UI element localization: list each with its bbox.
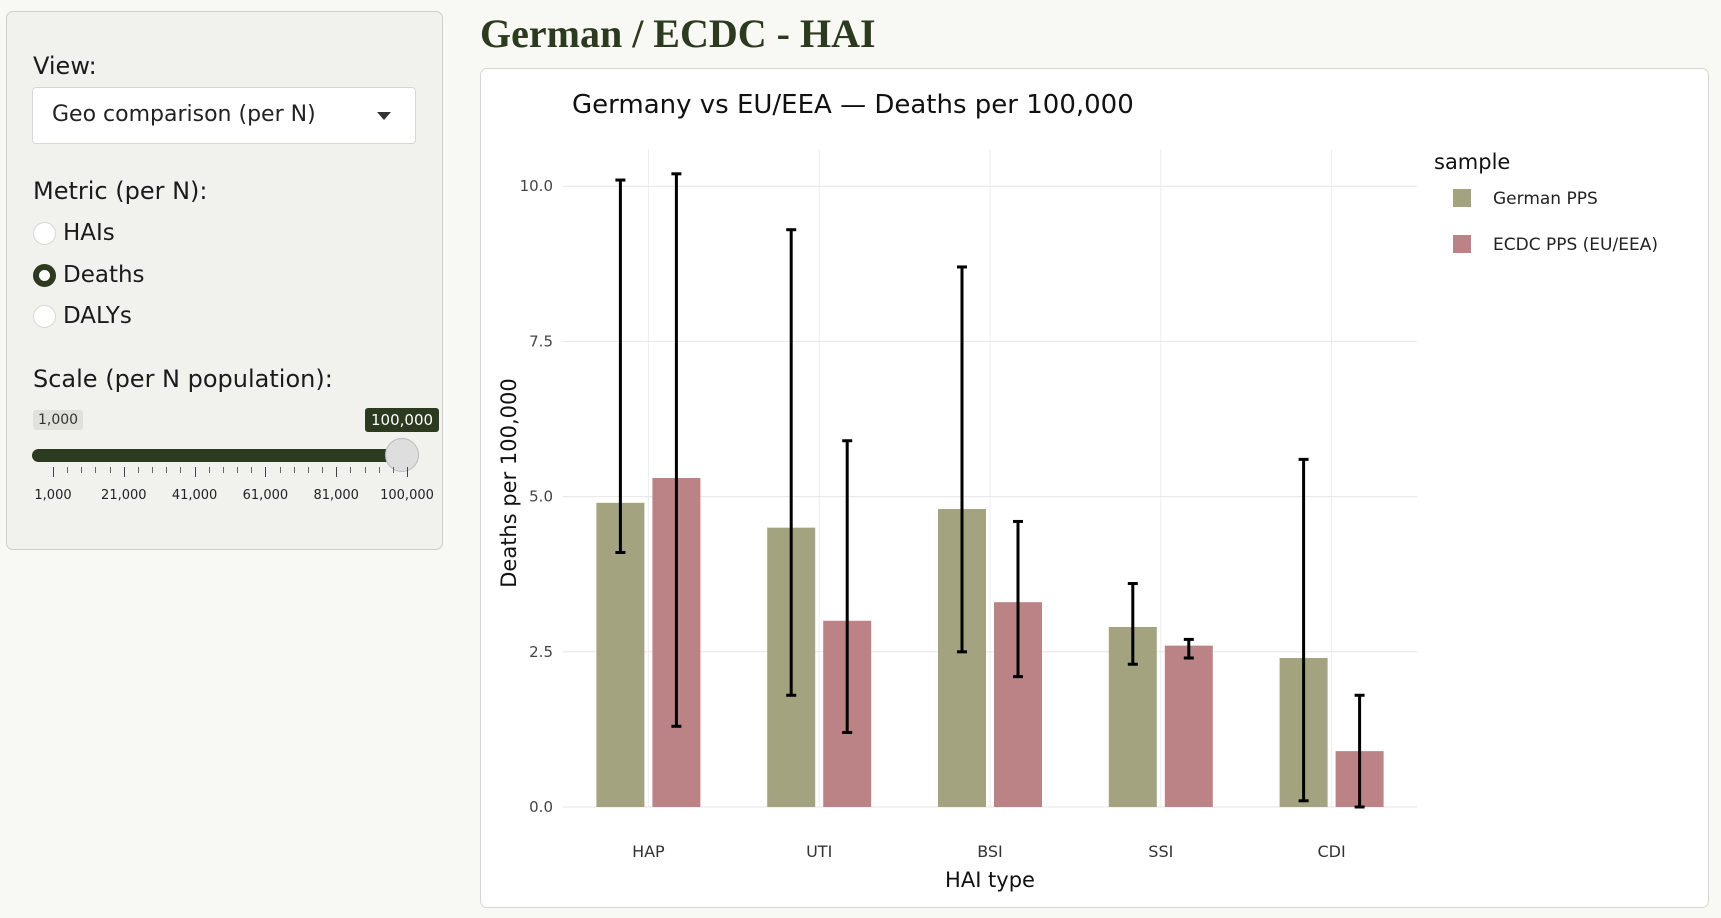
y-tick-label: 5.0 <box>529 488 553 506</box>
radio-label: DALYs <box>63 303 132 329</box>
slider-tick-minor <box>378 467 380 473</box>
legend-swatch <box>1453 235 1471 253</box>
view-select-value: Geo comparison (per N) <box>52 102 316 127</box>
x-tick-label: HAP <box>632 842 665 861</box>
slider-tick-minor <box>279 467 281 473</box>
legend-swatch <box>1453 189 1471 207</box>
view-select[interactable]: Geo comparison (per N) <box>32 87 416 144</box>
slider-min-label: 1,000 <box>33 410 84 430</box>
slider-tick-minor <box>364 467 366 473</box>
bar <box>1164 645 1213 807</box>
sidebar-panel: View: Geo comparison (per N) Metric (per… <box>6 11 443 550</box>
slider-value-label: 100,000 <box>365 408 440 432</box>
x-tick-label: UTI <box>806 842 832 861</box>
scale-slider-handle[interactable] <box>385 438 419 472</box>
slider-tick-label: 21,000 <box>101 488 147 503</box>
slider-tick-major <box>407 467 408 477</box>
view-label: View: <box>33 52 97 80</box>
slider-tick-label: 1,000 <box>34 488 72 503</box>
slider-tick-minor <box>67 467 69 473</box>
slider-tick-label: 100,000 <box>380 488 434 503</box>
x-tick-label: SSI <box>1148 842 1173 861</box>
slider-tick-major <box>336 467 338 477</box>
bar-chart: 0.0 2.5 5.0 7.5 10.0 HAP UTI BSI SSI CDI HAI type D… <box>497 90 1658 892</box>
y-axis-title: Deaths per 100,000 <box>497 378 521 588</box>
scale-slider-track[interactable] <box>32 449 407 462</box>
chart-title: Germany vs EU/EEA — Deaths per 100,000 <box>572 90 1134 120</box>
radio-button[interactable] <box>33 305 56 328</box>
radio-button[interactable] <box>33 222 56 245</box>
legend-label: ECDC PPS (EU/EEA) <box>1493 235 1658 255</box>
slider-tick-label: 61,000 <box>242 488 289 503</box>
slider-tick-minor <box>237 467 239 473</box>
slider-tick-major <box>194 467 196 477</box>
slider-tick-minor <box>180 467 182 473</box>
slider-tick-minor <box>293 467 295 473</box>
y-tick-label: 7.5 <box>529 332 553 350</box>
x-tick-label: BSI <box>977 842 1003 861</box>
slider-tick-minor <box>251 467 253 473</box>
radio-label: HAIs <box>63 220 115 246</box>
slider-tick-major <box>265 467 267 477</box>
slider-tick-label: 81,000 <box>313 488 359 503</box>
slider-tick-minor <box>392 467 394 473</box>
slider-tick-minor <box>307 467 309 473</box>
slider-tick-minor <box>208 467 210 473</box>
slider-tick-minor <box>109 467 111 473</box>
chevron-down-icon[interactable] <box>377 112 391 120</box>
radio-button-checked[interactable] <box>33 264 56 287</box>
slider-tick-minor <box>81 467 83 473</box>
slider-tick-minor <box>322 467 324 473</box>
slider-tick-minor <box>95 467 97 473</box>
metric-label: Metric (per N): <box>33 177 208 205</box>
radio-label: Deaths <box>63 262 145 288</box>
slider-tick-major <box>123 467 125 477</box>
slider-tick-major <box>53 467 54 477</box>
slider-tick-minor <box>222 467 224 473</box>
slider-tick-minor <box>137 467 139 473</box>
slider-tick-minor <box>166 467 168 473</box>
legend-label: German PPS <box>1493 189 1598 209</box>
slider-tick-minor <box>152 467 154 473</box>
page-title: German / ECDC - HAI <box>480 11 876 56</box>
scale-label: Scale (per N population): <box>33 365 333 393</box>
x-axis-title: HAI type <box>945 868 1035 892</box>
x-tick-label: CDI <box>1317 842 1345 861</box>
legend-title: sample <box>1434 150 1510 174</box>
y-tick-label: 10.0 <box>520 177 553 195</box>
y-tick-label: 2.5 <box>529 643 553 661</box>
slider-tick-label: 41,000 <box>171 488 218 503</box>
chart-card: 0.0 2.5 5.0 7.5 10.0 HAP UTI BSI SSI CDI HAI type D… <box>480 68 1709 908</box>
slider-tick-minor <box>350 467 352 473</box>
y-tick-label: 0.0 <box>529 798 553 816</box>
